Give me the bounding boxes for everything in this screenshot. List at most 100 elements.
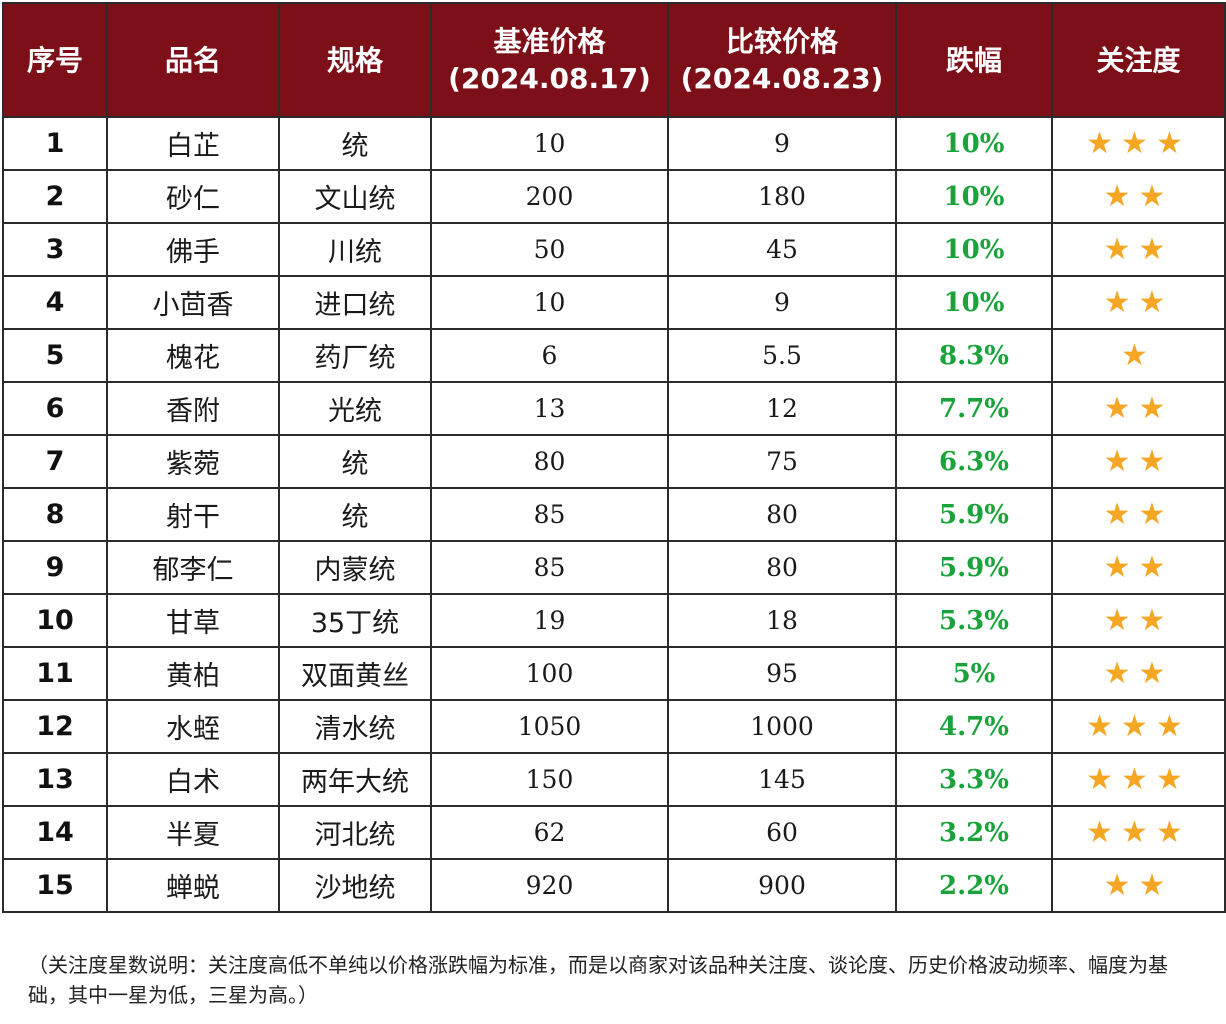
- cell-drop: 6.3%: [895, 434, 1053, 489]
- cell-name: 槐花: [106, 328, 280, 383]
- table-row: 14 半夏 河北统 62 60 3.2% ★★★: [2, 805, 1226, 860]
- price-drop-table: 序号 品名 规格 基准价格 (2024.08.17) 比较价格 (2024.08…: [2, 2, 1226, 913]
- cell-name: 紫菀: [106, 434, 280, 489]
- star-icon: ★: [1086, 709, 1122, 744]
- header-row: 序号 品名 规格 基准价格 (2024.08.17) 比较价格 (2024.08…: [2, 2, 1226, 118]
- header-name: 品名: [106, 2, 280, 118]
- cell-index: 2: [2, 169, 108, 224]
- cell-compare-price: 60: [667, 805, 897, 860]
- table-row: 13 白术 两年大统 150 145 3.3% ★★★: [2, 752, 1226, 807]
- cell-drop: 5.9%: [895, 540, 1053, 595]
- cell-name: 砂仁: [106, 169, 280, 224]
- cell-base-price: 10: [430, 275, 669, 330]
- cell-drop: 5.9%: [895, 487, 1053, 542]
- header-compare-price-date: (2024.08.23): [680, 62, 884, 95]
- cell-spec: 内蒙统: [278, 540, 432, 595]
- cell-compare-price: 5.5: [667, 328, 897, 383]
- cell-spec: 统: [278, 116, 432, 171]
- cell-attention: ★★★: [1051, 116, 1226, 171]
- cell-base-price: 200: [430, 169, 669, 224]
- header-spec: 规格: [278, 2, 432, 118]
- cell-base-price: 150: [430, 752, 669, 807]
- star-icon: ★: [1121, 709, 1156, 744]
- cell-drop: 2.2%: [895, 858, 1053, 913]
- header-base-price-date: (2024.08.17): [448, 62, 651, 95]
- cell-index: 11: [2, 646, 108, 701]
- table-row: 11 黄柏 双面黄丝 100 95 5% ★★: [2, 646, 1226, 701]
- cell-name: 小茴香: [106, 275, 280, 330]
- cell-index: 13: [2, 752, 108, 807]
- cell-base-price: 85: [430, 487, 669, 542]
- table-body: 1 白芷统 10 9 10% ★★★ 2 砂仁 文山统 200 180 10% ★★ 3 佛手 川统 50 45 1…: [2, 116, 1226, 913]
- table-row: 9 郁李仁 内蒙统 85 80 5.9% ★★: [2, 540, 1226, 595]
- cell-compare-price: 180: [667, 169, 897, 224]
- cell-index: 10: [2, 593, 108, 648]
- cell-index: 15: [2, 858, 108, 913]
- cell-compare-price: 80: [667, 540, 897, 595]
- cell-attention: ★★★: [1051, 805, 1226, 860]
- star-icon: ★: [1138, 232, 1174, 267]
- cell-attention: ★★: [1051, 169, 1226, 224]
- star-icon: ★: [1121, 338, 1156, 373]
- cell-spec: 进口统: [278, 275, 432, 330]
- cell-spec: 药厂统: [278, 328, 432, 383]
- cell-compare-price: 900: [667, 858, 897, 913]
- cell-spec: 双面黄丝: [278, 646, 432, 701]
- cell-base-price: 10: [430, 116, 669, 171]
- star-icon: ★: [1138, 656, 1174, 691]
- cell-drop: 4.7%: [895, 699, 1053, 754]
- cell-name: 甘草: [106, 593, 280, 648]
- cell-spec: 沙地统: [278, 858, 432, 913]
- cell-base-price: 85: [430, 540, 669, 595]
- star-icon: ★: [1138, 550, 1174, 585]
- star-icon: ★: [1155, 126, 1191, 161]
- attention-note: （关注度星数说明：关注度高低不单纯以价格涨跌幅为标准，而是以商家对该品种关注度、…: [28, 953, 1168, 1007]
- cell-spec: 35丁统: [278, 593, 432, 648]
- cell-base-price: 100: [430, 646, 669, 701]
- star-icon: ★: [1155, 709, 1191, 744]
- header-attention: 关注度: [1051, 2, 1226, 118]
- cell-compare-price: 145: [667, 752, 897, 807]
- table-row: 1 白芷统 10 9 10% ★★★: [2, 116, 1226, 171]
- cell-name: 郁李仁: [106, 540, 280, 595]
- cell-name: 黄柏: [106, 646, 280, 701]
- cell-spec: 川统: [278, 222, 432, 277]
- cell-name: 香附: [106, 381, 280, 436]
- cell-attention: ★★: [1051, 381, 1226, 436]
- cell-index: 3: [2, 222, 108, 277]
- cell-spec: 光统: [278, 381, 432, 436]
- cell-name: 半夏: [106, 805, 280, 860]
- star-icon: ★: [1103, 232, 1139, 267]
- cell-compare-price: 9: [667, 116, 897, 171]
- cell-index: 6: [2, 381, 108, 436]
- table-row: 15 蝉蜕 沙地统 920 900 2.2% ★★: [2, 858, 1226, 913]
- star-icon: ★: [1103, 285, 1139, 320]
- cell-base-price: 1050: [430, 699, 669, 754]
- header-index: 序号: [2, 2, 108, 118]
- table-row: 7 紫菀统 80 75 6.3% ★★: [2, 434, 1226, 489]
- cell-spec: 统: [278, 487, 432, 542]
- cell-drop: 5.3%: [895, 593, 1053, 648]
- cell-index: 9: [2, 540, 108, 595]
- star-icon: ★: [1103, 179, 1139, 214]
- cell-spec: 两年大统: [278, 752, 432, 807]
- cell-name: 白芷: [106, 116, 280, 171]
- cell-drop: 10%: [895, 275, 1053, 330]
- cell-base-price: 13: [430, 381, 669, 436]
- cell-name: 蝉蜕: [106, 858, 280, 913]
- star-icon: ★: [1103, 868, 1139, 903]
- cell-compare-price: 1000: [667, 699, 897, 754]
- cell-drop: 7.7%: [895, 381, 1053, 436]
- cell-index: 8: [2, 487, 108, 542]
- cell-attention: ★★: [1051, 540, 1226, 595]
- star-icon: ★: [1103, 391, 1139, 426]
- table-row: 4 小茴香 进口统 10 9 10% ★★: [2, 275, 1226, 330]
- cell-index: 4: [2, 275, 108, 330]
- table-row: 6 香附 光统 13 12 7.7% ★★: [2, 381, 1226, 436]
- cell-base-price: 62: [430, 805, 669, 860]
- cell-compare-price: 9: [667, 275, 897, 330]
- cell-attention: ★★: [1051, 434, 1226, 489]
- cell-compare-price: 45: [667, 222, 897, 277]
- cell-name: 佛手: [106, 222, 280, 277]
- cell-compare-price: 12: [667, 381, 897, 436]
